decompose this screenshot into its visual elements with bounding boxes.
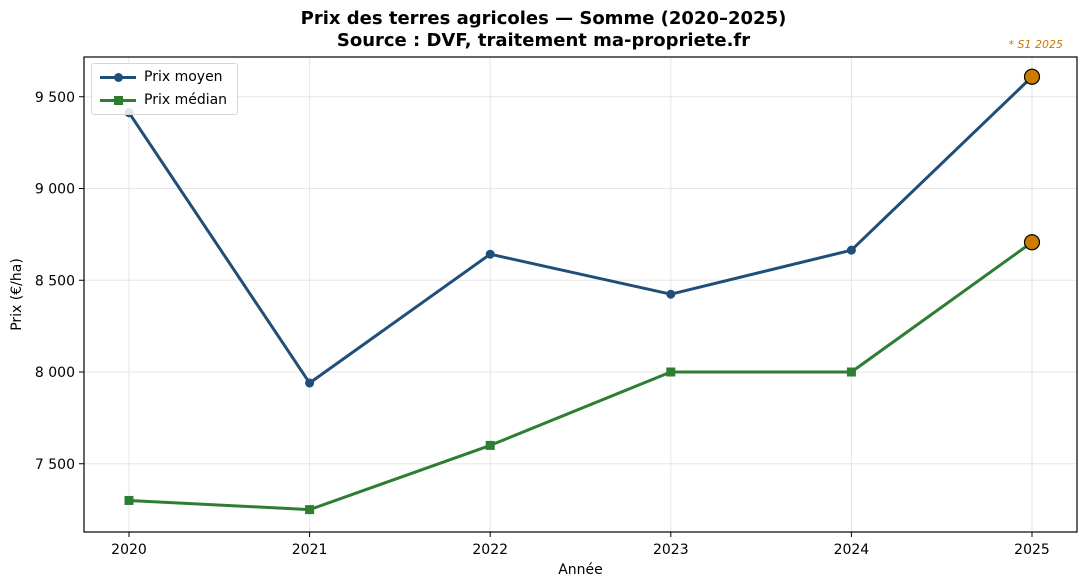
y-tick-label: 8 500	[35, 273, 75, 289]
data-point	[305, 378, 315, 388]
data-point	[666, 367, 676, 377]
legend: Prix moyen Prix médian	[91, 63, 238, 115]
s1-note: * S1 2025	[1008, 38, 1063, 51]
data-point	[485, 249, 495, 259]
highlight-point	[1023, 68, 1041, 85]
y-axis-label: Prix (€/ha)	[9, 258, 25, 331]
y-tick-label: 9 000	[35, 182, 75, 198]
y-tick-label: 9 500	[35, 90, 75, 106]
y-tick-label: 7 500	[35, 457, 75, 473]
x-tick-label: 2024	[834, 542, 870, 558]
series-line	[128, 241, 1033, 512]
plot-frame	[83, 56, 1078, 533]
x-axis-label: Année	[558, 562, 603, 578]
x-tick-label: 2025	[1014, 542, 1050, 558]
circle-marker-icon	[100, 67, 136, 87]
chart-title: Prix des terres agricoles — Somme (2020–…	[300, 8, 787, 29]
data-point	[305, 505, 315, 515]
y-tick-label: 8 000	[35, 365, 75, 381]
legend-item-median: Prix médian	[100, 90, 227, 110]
data-point	[124, 495, 134, 505]
square-marker-icon	[100, 90, 136, 110]
chart-subtitle: Source : DVF, traitement ma-propriete.fr	[336, 30, 751, 51]
data-point	[666, 289, 676, 299]
x-tick-label: 2021	[292, 542, 328, 558]
x-tick-label: 2023	[653, 542, 689, 558]
highlight-point	[1023, 234, 1041, 251]
x-tick-label: 2020	[111, 542, 147, 558]
data-point	[846, 245, 856, 255]
legend-label: Prix médian	[144, 92, 228, 108]
data-point	[485, 440, 495, 450]
series-line	[127, 75, 1034, 385]
x-tick-label: 2022	[472, 542, 508, 558]
legend-label: Prix moyen	[144, 69, 223, 85]
legend-item-moyen: Prix moyen	[100, 67, 223, 87]
data-point	[846, 367, 856, 377]
